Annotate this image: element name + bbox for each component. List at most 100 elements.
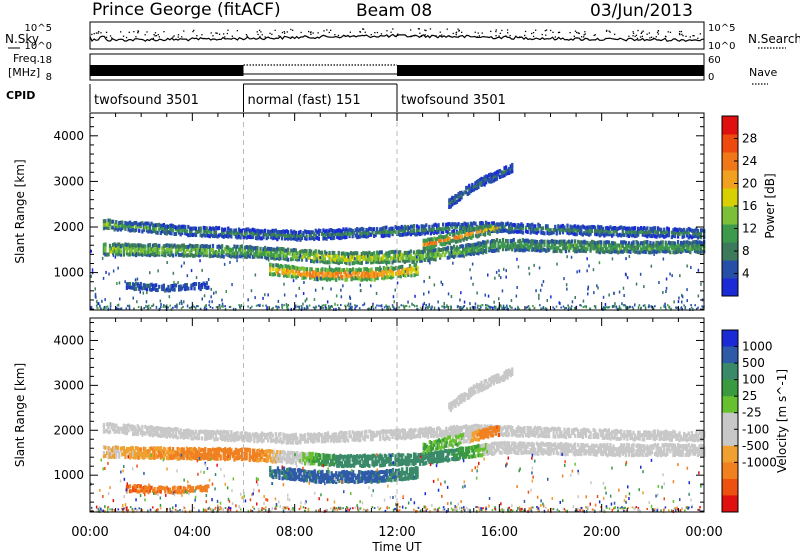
scatter-cell xyxy=(526,241,529,246)
scatter-cell xyxy=(515,294,518,298)
scatter-cell xyxy=(224,233,227,238)
scatter-cell xyxy=(191,451,195,456)
scatter-cell xyxy=(248,235,251,239)
scatter-cell xyxy=(415,455,419,460)
scatter-cell xyxy=(132,227,135,232)
scatter-cell xyxy=(630,226,634,231)
scatter-cell xyxy=(292,265,295,269)
scatter-cell xyxy=(514,441,517,446)
scatter-cell xyxy=(501,228,505,233)
scatter-cell xyxy=(511,223,514,228)
scatter-cell xyxy=(125,307,128,310)
scatter-cell xyxy=(435,450,439,455)
scatter-cell xyxy=(164,452,167,457)
scatter-cell xyxy=(437,456,440,461)
scatter-cell xyxy=(294,230,297,235)
scatter-cell xyxy=(445,222,448,227)
scatter-cell xyxy=(492,243,495,247)
scatter-cell xyxy=(109,302,112,306)
scatter-cell xyxy=(196,250,199,255)
scatter-cell xyxy=(399,271,402,275)
scatter-cell xyxy=(164,227,167,232)
scatter-cell xyxy=(414,452,417,457)
scatter-cell xyxy=(373,274,376,279)
scatter-cell xyxy=(509,166,512,171)
scatter-cell xyxy=(297,458,300,463)
scatter-cell xyxy=(188,233,192,238)
scatter-cell xyxy=(429,261,431,265)
scatter-cell xyxy=(465,243,468,248)
scatter-cell xyxy=(699,240,703,245)
scatter-cell xyxy=(481,179,485,184)
scatter-cell xyxy=(313,232,316,237)
scatter-cell xyxy=(240,304,242,308)
scatter-cell xyxy=(378,273,381,278)
scatter-cell xyxy=(122,246,125,251)
scatter-cell xyxy=(416,304,418,307)
scatter-cell xyxy=(442,235,445,240)
scatter-cell xyxy=(181,302,183,306)
scatter-cell xyxy=(305,230,308,235)
scatter-cell xyxy=(121,223,124,228)
scatter-cell xyxy=(373,271,376,276)
scatter-cell xyxy=(489,243,492,248)
scatter-cell xyxy=(190,252,193,257)
scatter-cell xyxy=(518,240,522,245)
scatter-cell xyxy=(365,234,368,239)
scatter-cell xyxy=(492,175,495,179)
scatter-cell xyxy=(172,271,175,275)
scatter-cell xyxy=(424,238,427,243)
scatter-cell xyxy=(211,253,215,258)
scatter-cell xyxy=(291,451,294,456)
scatter-cell xyxy=(364,276,367,281)
scatter-cell xyxy=(377,260,380,265)
scatter-cell xyxy=(130,221,133,226)
scatter-cell xyxy=(310,267,313,272)
scatter-cell xyxy=(279,253,282,258)
scatter-cell xyxy=(552,306,554,309)
scatter-cell xyxy=(472,187,475,192)
scatter-cell xyxy=(385,262,388,266)
scatter-cell xyxy=(285,257,288,262)
scatter-cell xyxy=(425,304,427,306)
scatter-cell xyxy=(631,306,634,309)
scatter-cell xyxy=(360,226,363,231)
scatter-cell xyxy=(428,240,431,245)
nave-label: Nave xyxy=(749,66,777,79)
scatter-cell xyxy=(287,230,290,235)
scatter-cell xyxy=(282,232,285,237)
scatter-cell xyxy=(472,245,475,250)
scatter-cell xyxy=(604,303,607,306)
scatter-cell xyxy=(221,244,224,249)
scatter-cell xyxy=(302,266,306,271)
scatter-cell xyxy=(446,230,449,235)
scatter-cell xyxy=(242,456,245,461)
scatter-cell xyxy=(514,445,517,449)
scatter-cell xyxy=(501,446,505,451)
scatter-cell xyxy=(340,257,343,262)
scatter-cell xyxy=(621,243,624,248)
scatter-cell xyxy=(606,249,609,254)
scatter-cell xyxy=(105,252,109,257)
scatter-cell xyxy=(452,251,456,256)
scatter-cell xyxy=(552,239,555,244)
scatter-cell xyxy=(457,451,460,456)
scatter-cell xyxy=(271,307,273,311)
scatter-cell xyxy=(417,225,420,230)
scatter-cell xyxy=(649,234,652,238)
scatter-cell xyxy=(578,269,581,273)
scatter-cell xyxy=(415,228,419,233)
scatter-cell xyxy=(403,307,406,310)
scatter-cell xyxy=(442,456,445,461)
scatter-cell xyxy=(655,240,658,245)
scatter-cell xyxy=(462,306,465,308)
scatter-cell xyxy=(512,222,515,227)
scatter-cell xyxy=(610,247,614,251)
scatter-cell xyxy=(158,284,161,289)
scatter-cell xyxy=(466,225,469,230)
scatter-cell xyxy=(383,453,386,458)
scatter-cell xyxy=(390,265,393,270)
scatter-cell xyxy=(108,446,112,451)
scatter-cell xyxy=(488,445,491,450)
scatter-cell xyxy=(290,229,293,234)
